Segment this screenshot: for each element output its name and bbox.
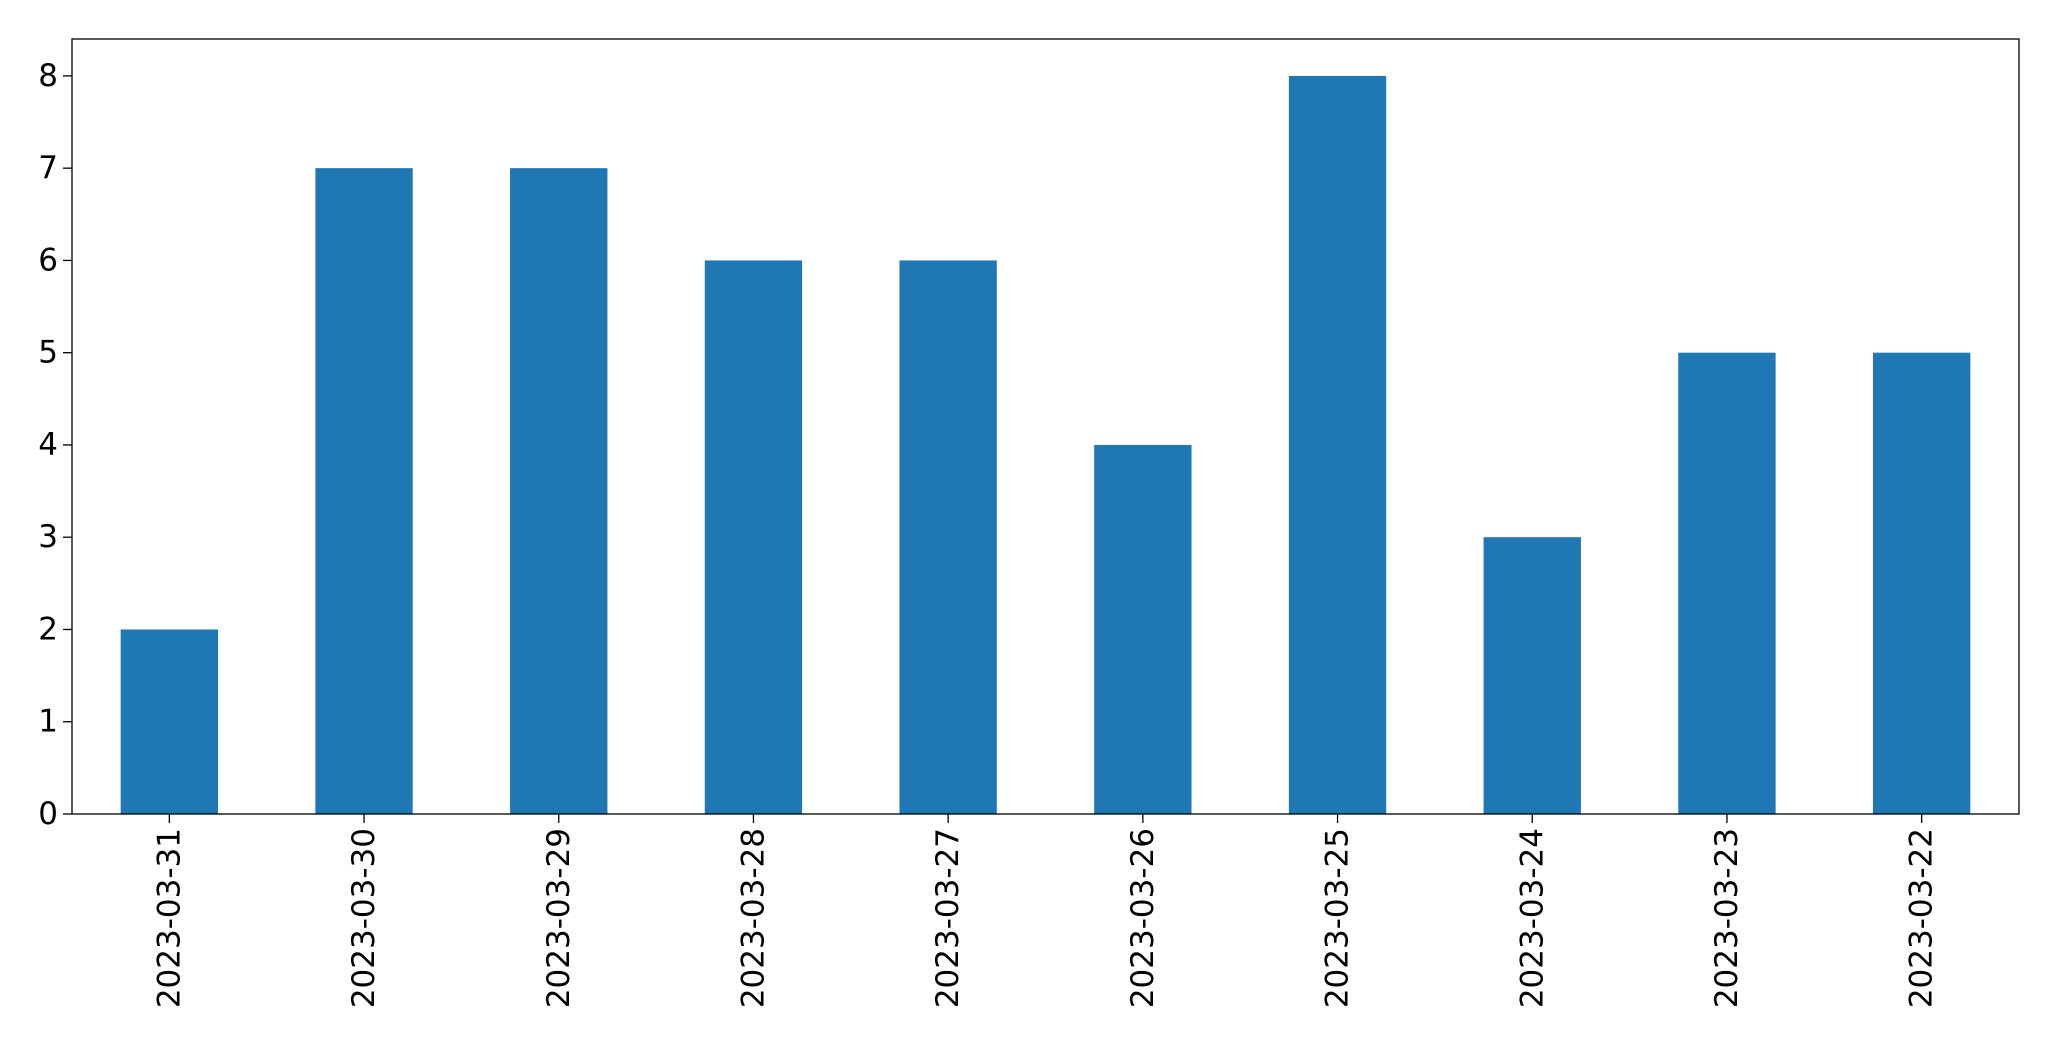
y-tick-label: 0	[38, 796, 58, 832]
x-tick-label: 2023-03-25	[1320, 828, 1356, 1008]
bar	[1872, 352, 1971, 814]
x-tick-label: 2023-03-29	[541, 828, 577, 1008]
bar	[510, 168, 608, 814]
bar	[899, 260, 997, 814]
y-tick-label: 1	[38, 704, 58, 740]
bar	[120, 629, 219, 814]
x-tick-label: 2023-03-27	[930, 828, 966, 1008]
y-tick-label: 4	[38, 427, 58, 463]
y-tick-label: 8	[38, 58, 58, 94]
bar	[1288, 75, 1387, 814]
plot-frame	[71, 38, 2020, 815]
bar	[1678, 352, 1776, 814]
bar	[315, 168, 413, 814]
bar	[1094, 444, 1192, 814]
bar	[704, 260, 803, 814]
x-tick-label: 2023-03-22	[1904, 828, 1940, 1008]
bar	[1483, 537, 1581, 814]
y-tick-label: 5	[38, 335, 58, 371]
y-tick-label: 3	[38, 519, 58, 555]
x-tick-label: 2023-03-31	[151, 828, 187, 1008]
x-tick-label: 2023-03-26	[1125, 828, 1161, 1008]
y-tick-label: 6	[38, 242, 58, 278]
y-tick-label: 2	[38, 611, 58, 647]
x-tick-label: 2023-03-24	[1514, 828, 1550, 1008]
x-tick-label: 2023-03-30	[346, 828, 382, 1008]
x-tick-label: 2023-03-28	[735, 828, 771, 1008]
x-tick-label: 2023-03-23	[1709, 828, 1745, 1008]
y-tick-label: 7	[38, 150, 58, 186]
